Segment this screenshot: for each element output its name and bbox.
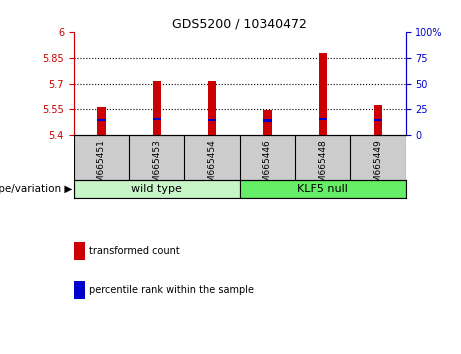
Bar <box>263 110 272 135</box>
Bar <box>374 105 382 135</box>
Bar <box>319 118 327 120</box>
Bar <box>153 118 161 120</box>
Bar <box>74 181 240 198</box>
Text: wild type: wild type <box>131 184 182 194</box>
Text: percentile rank within the sample: percentile rank within the sample <box>89 285 254 295</box>
Bar <box>263 120 272 122</box>
Text: GSM665454: GSM665454 <box>207 139 217 194</box>
Bar <box>97 107 106 135</box>
Text: GSM665449: GSM665449 <box>373 139 383 194</box>
Text: GSM665446: GSM665446 <box>263 139 272 194</box>
Bar <box>374 119 382 121</box>
Text: genotype/variation ▶: genotype/variation ▶ <box>0 184 73 194</box>
Text: transformed count: transformed count <box>89 246 179 256</box>
Title: GDS5200 / 10340472: GDS5200 / 10340472 <box>172 18 307 31</box>
Bar <box>208 119 216 121</box>
Bar <box>97 119 106 121</box>
Text: GSM665448: GSM665448 <box>318 139 327 194</box>
Bar <box>208 81 216 135</box>
Text: KLF5 null: KLF5 null <box>297 184 348 194</box>
Text: GSM665453: GSM665453 <box>152 139 161 194</box>
Bar <box>319 53 327 135</box>
Bar <box>240 181 406 198</box>
Text: GSM665451: GSM665451 <box>97 139 106 194</box>
Bar <box>153 81 161 135</box>
